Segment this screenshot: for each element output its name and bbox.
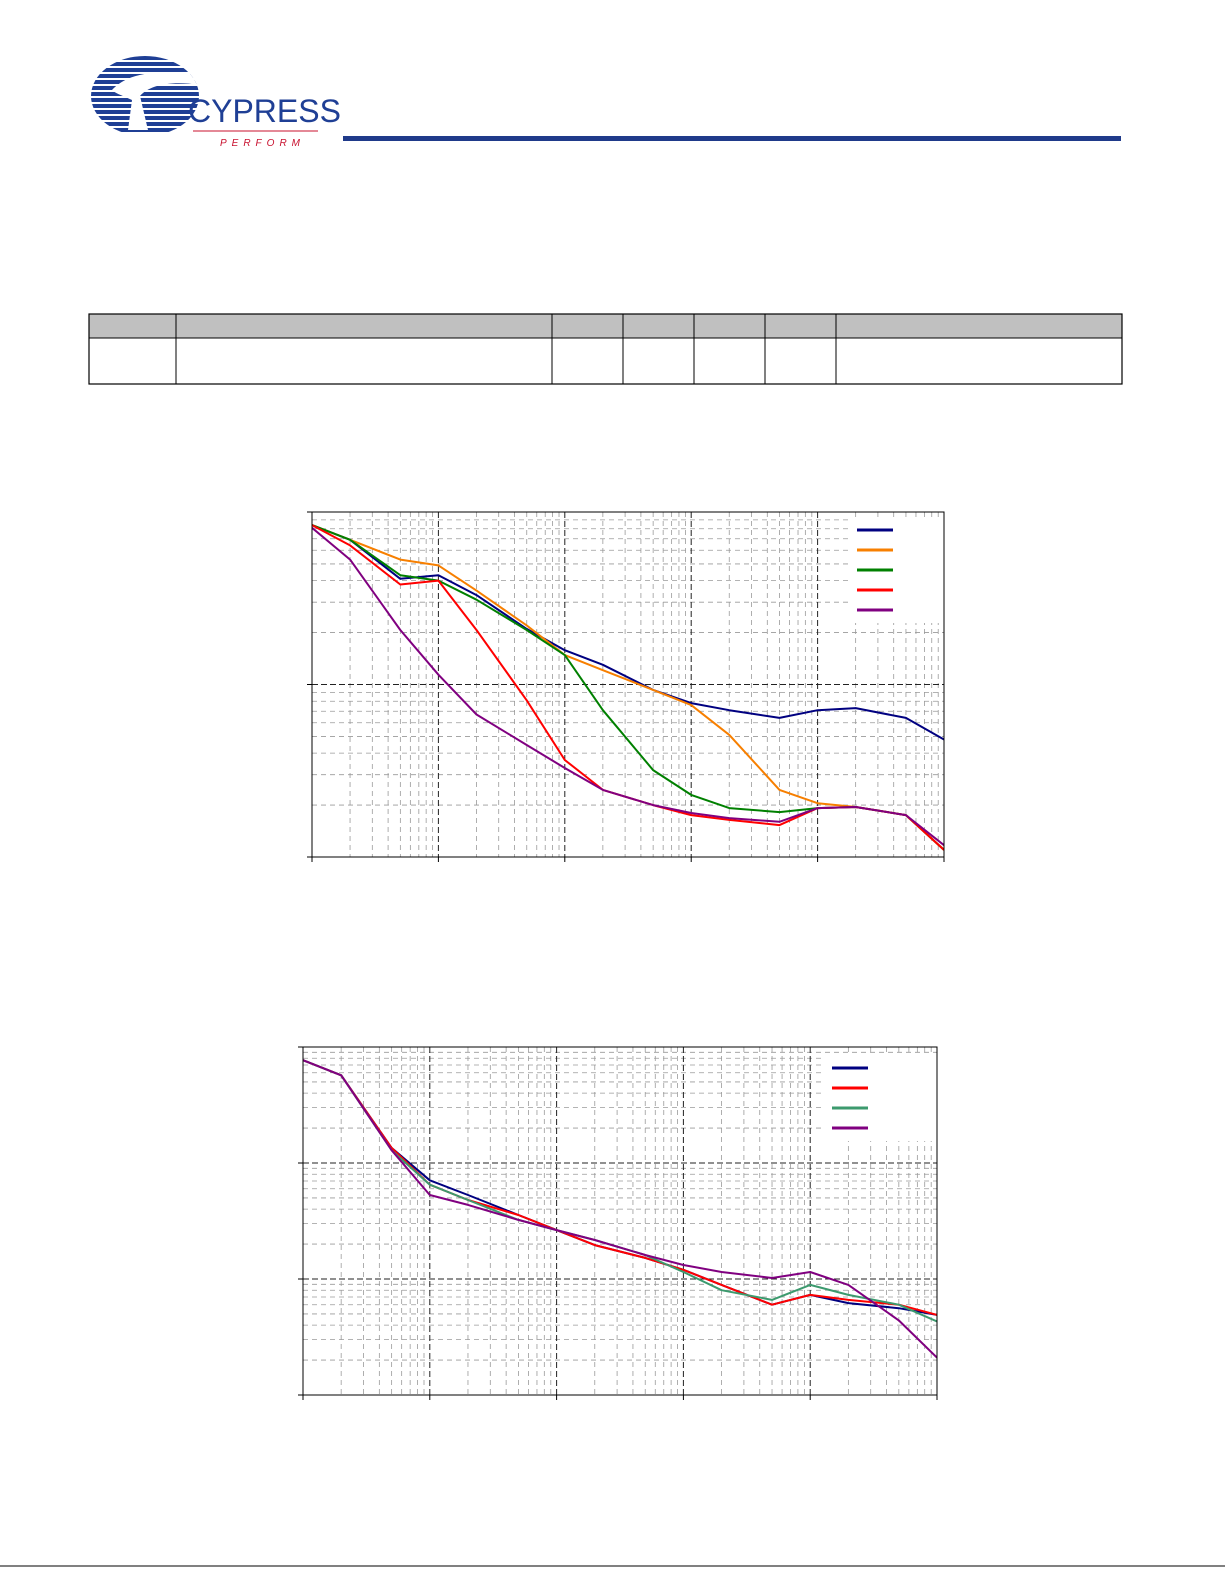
chart — [307, 511, 945, 862]
plot-frame — [311, 511, 945, 858]
table-border — [88, 313, 1123, 385]
logo: CYPRESS PERFORM — [91, 56, 341, 149]
logo-tagline: PERFORM — [220, 138, 305, 149]
series-line — [312, 527, 944, 846]
table-header-row — [89, 314, 1122, 338]
header-rule — [343, 136, 1121, 141]
logo-emblem — [91, 56, 199, 136]
plot-frame — [302, 1046, 938, 1396]
table — [88, 313, 1123, 385]
logo-name: CYPRESS — [188, 93, 341, 129]
series-line — [303, 1059, 937, 1359]
chart — [298, 1046, 938, 1400]
table-column-rules — [175, 314, 837, 384]
series-line — [312, 524, 944, 851]
